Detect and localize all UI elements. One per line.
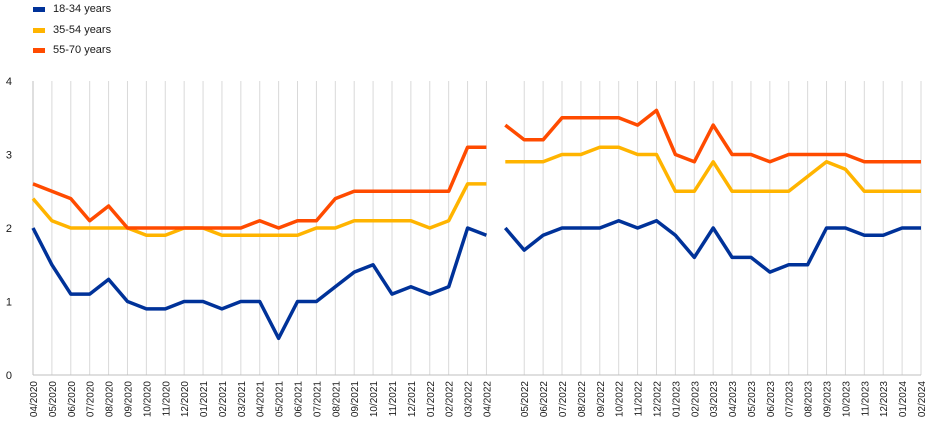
x-tick-label: 11/2023 bbox=[860, 381, 871, 417]
x-tick-label: 03/2022 bbox=[464, 381, 475, 418]
vertical-gridlines bbox=[32, 81, 922, 375]
x-tick-label: 08/2021 bbox=[331, 381, 342, 418]
y-tick-label: 0 bbox=[6, 370, 12, 382]
x-tick-label: 10/2023 bbox=[841, 381, 852, 418]
x-tick-label: 12/2021 bbox=[407, 381, 418, 418]
series-lines bbox=[31, 108, 921, 341]
y-tick-label: 3 bbox=[6, 150, 12, 162]
x-tick-label: 04/2020 bbox=[29, 381, 40, 418]
x-tick-label: 05/2022 bbox=[520, 381, 531, 418]
x-tick-label: 07/2021 bbox=[312, 381, 323, 418]
x-tick-label: 02/2024 bbox=[917, 381, 928, 418]
x-tick-label: 03/2021 bbox=[237, 381, 248, 418]
legend-swatch-18-34 bbox=[33, 7, 45, 12]
x-tick-label: 07/2020 bbox=[86, 381, 97, 418]
x-tick-label: 02/2021 bbox=[218, 381, 229, 418]
x-tick-label: 08/2020 bbox=[105, 381, 116, 418]
x-tick-label: 11/2020 bbox=[161, 381, 172, 417]
x-tick-label: 06/2020 bbox=[67, 381, 78, 418]
y-tick-label: 1 bbox=[6, 297, 12, 309]
x-tick-label: 05/2020 bbox=[48, 381, 59, 418]
x-tick-label: 08/2022 bbox=[577, 381, 588, 418]
x-tick-label: 10/2021 bbox=[369, 381, 380, 418]
series-line-2-segment-1 bbox=[32, 145, 487, 230]
x-tick-label: 12/2022 bbox=[652, 381, 663, 418]
x-tick-label: 04/2021 bbox=[256, 381, 267, 418]
x-tick-label: 01/2023 bbox=[671, 381, 682, 418]
legend-label-35-54: 35-54 years bbox=[53, 24, 112, 36]
x-tick-label: 01/2021 bbox=[199, 381, 210, 418]
x-tick-labels: 04/2020 05/2020 06/2020 07/2020 08/2020 09/20… bbox=[29, 381, 928, 418]
legend-label-55-70: 55-70 years bbox=[53, 44, 112, 56]
series-line-1-segment-2 bbox=[505, 145, 921, 194]
x-tick-label: 07/2022 bbox=[558, 381, 569, 418]
x-tick-label: 05/2023 bbox=[747, 381, 758, 418]
x-tick-label: 12/2020 bbox=[180, 381, 191, 418]
y-tick-label: 4 bbox=[6, 76, 12, 88]
x-tick-label: 02/2022 bbox=[445, 381, 456, 418]
y-tick-label: 2 bbox=[6, 223, 12, 235]
legend-swatch-55-70 bbox=[33, 48, 45, 53]
series-line-2-segment-2 bbox=[504, 108, 921, 164]
x-tick-label: 02/2023 bbox=[690, 381, 701, 418]
x-tick-label: 10/2020 bbox=[142, 381, 153, 418]
x-tick-label: 09/2021 bbox=[350, 381, 361, 418]
series-line-0-segment-1 bbox=[31, 226, 488, 341]
legend-swatch-35-54 bbox=[33, 28, 45, 33]
x-tick-label: 06/2021 bbox=[294, 381, 305, 418]
x-tick-label: 05/2021 bbox=[275, 381, 286, 418]
x-tick-label: 08/2023 bbox=[804, 381, 815, 418]
x-tick-label: 01/2024 bbox=[898, 381, 909, 418]
x-tick-label: 04/2023 bbox=[728, 381, 739, 418]
x-tick-label: 07/2023 bbox=[785, 381, 796, 418]
series-line-1-segment-1 bbox=[31, 182, 487, 238]
x-tick-label: 06/2023 bbox=[766, 381, 777, 418]
x-tick-label: 10/2022 bbox=[615, 381, 626, 418]
x-tick-label: 01/2022 bbox=[426, 381, 437, 418]
x-tick-label: 06/2022 bbox=[539, 381, 550, 418]
x-tick-label: 09/2022 bbox=[596, 381, 607, 418]
x-tick-label: 09/2023 bbox=[823, 381, 834, 418]
x-tick-label: 03/2023 bbox=[709, 381, 720, 418]
y-tick-labels: 0 1 2 3 4 bbox=[6, 76, 12, 382]
x-tick-label: 09/2020 bbox=[123, 381, 134, 418]
x-tick-label: 12/2023 bbox=[879, 381, 890, 418]
x-tick-label: 11/2021 bbox=[388, 381, 399, 417]
legend-label-18-34: 18-34 years bbox=[53, 3, 112, 15]
x-tick-label: 04/2022 bbox=[482, 381, 493, 418]
x-tick-label: 11/2022 bbox=[634, 381, 645, 417]
series-line-0-segment-2 bbox=[503, 218, 921, 274]
